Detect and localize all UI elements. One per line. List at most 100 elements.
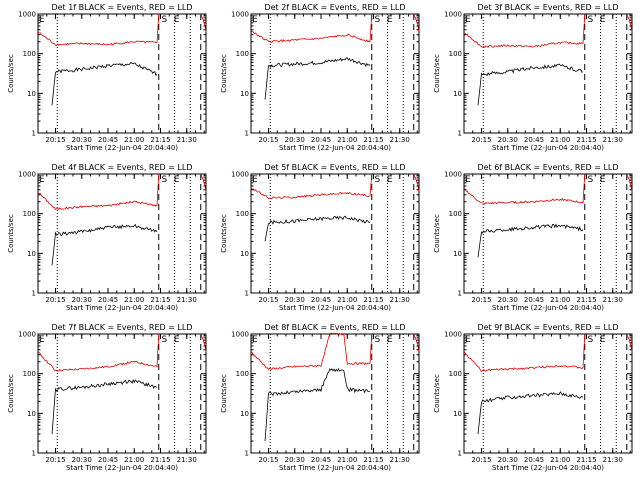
events-series-line: [264, 57, 371, 100]
x-axis-label: Start Time (22-Jun-04 20:04:40): [279, 464, 391, 472]
y-tick-label: 1000: [444, 171, 462, 179]
x-tick-label: 21:00: [337, 456, 357, 464]
plot-frame: [463, 13, 633, 134]
y-tick-label: 100: [236, 370, 249, 378]
marker-letter: E: [252, 15, 258, 25]
x-tick-label: 20:30: [285, 456, 305, 464]
y-tick-label: 10: [27, 410, 36, 418]
lld-series-line: [463, 333, 586, 373]
lld-tail-line: [626, 173, 633, 193]
y-tick-label: 10: [240, 90, 249, 98]
marker-letter: E: [252, 175, 258, 185]
lld-tail-line: [413, 173, 420, 193]
x-tick-label: 21:30: [603, 136, 623, 144]
panel-title: Det 5f BLACK = Events, RED = LLD: [264, 163, 405, 172]
lld-series-line: [463, 173, 586, 205]
x-tick-label: 21:30: [390, 296, 410, 304]
x-tick-label: 21:15: [576, 136, 596, 144]
y-tick-label: 10: [453, 410, 462, 418]
x-tick-label: 20:15: [471, 136, 491, 144]
x-tick-label: 21:00: [124, 136, 144, 144]
x-tick-label: 20:30: [498, 136, 518, 144]
events-series-line: [477, 223, 584, 258]
panel-6: Det 6f BLACK = Events, RED = LLD 1 10 100 10…: [433, 163, 633, 312]
panel-title: Det 6f BLACK = Events, RED = LLD: [477, 163, 618, 172]
y-tick-label: 1000: [231, 11, 249, 19]
x-tick-label: 20:45: [311, 456, 331, 464]
y-axis-label: Counts/sec: [433, 54, 441, 93]
x-axis-label: Start Time (22-Jun-04 20:04:40): [66, 464, 178, 472]
x-tick-label: 20:30: [285, 136, 305, 144]
marker-letter: E: [465, 175, 471, 185]
events-series-line: [51, 61, 158, 106]
x-tick-label: 21:15: [150, 296, 170, 304]
y-tick-label: 1: [245, 450, 249, 458]
x-tick-label: 21:15: [150, 136, 170, 144]
x-tick-label: 20:45: [98, 296, 118, 304]
marker-letter: E: [174, 175, 180, 185]
x-axis-label: Start Time (22-Jun-04 20:04:40): [66, 144, 178, 152]
x-axis-label: Start Time (22-Jun-04 20:04:40): [492, 304, 604, 312]
panel-title: Det 4f BLACK = Events, RED = LLD: [51, 163, 192, 172]
x-tick-label: 20:30: [498, 296, 518, 304]
y-tick-label: 100: [236, 50, 249, 58]
x-tick-label: 20:15: [258, 296, 278, 304]
plot-frame: [250, 173, 420, 294]
x-tick-label: 21:15: [363, 456, 383, 464]
x-tick-label: 20:30: [72, 296, 92, 304]
x-tick-label: 20:15: [45, 136, 65, 144]
marker-letter: E: [39, 15, 45, 25]
x-tick-label: 21:15: [576, 456, 596, 464]
marker-letter: S: [588, 15, 594, 25]
marker-letter: S: [375, 335, 381, 345]
y-tick-label: 10: [240, 250, 249, 258]
lld-tail-line: [413, 333, 420, 353]
x-tick-label: 21:00: [550, 456, 570, 464]
x-tick-label: 20:45: [524, 296, 544, 304]
events-series-line: [51, 223, 158, 266]
marker-letter: S: [162, 15, 168, 25]
y-tick-label: 1000: [18, 331, 36, 339]
x-axis-label: Start Time (22-Jun-04 20:04:40): [66, 304, 178, 312]
x-tick-label: 20:45: [311, 136, 331, 144]
marker-letter: S: [162, 175, 168, 185]
y-tick-label: 100: [23, 370, 36, 378]
y-axis-label: Counts/sec: [220, 374, 228, 413]
y-tick-label: 1: [32, 450, 36, 458]
x-tick-label: 20:15: [45, 296, 65, 304]
x-tick-label: 20:45: [311, 296, 331, 304]
y-tick-label: 100: [449, 50, 462, 58]
marker-letter: E: [387, 175, 393, 185]
panel-8: Det 8f BLACK = Events, RED = LLD 1 10 100 10…: [220, 323, 420, 472]
panel-9: Det 9f BLACK = Events, RED = LLD 1 10 100 10…: [433, 323, 633, 472]
y-tick-label: 100: [449, 210, 462, 218]
x-tick-label: 20:15: [471, 456, 491, 464]
marker-letter: E: [465, 335, 471, 345]
y-tick-label: 100: [236, 210, 249, 218]
lld-tail-line: [200, 333, 207, 353]
marker-letter: E: [465, 15, 471, 25]
lld-tail-line: [626, 333, 633, 353]
marker-letter: E: [39, 335, 45, 345]
panel-title: Det 9f BLACK = Events, RED = LLD: [477, 323, 618, 332]
y-tick-label: 1000: [444, 331, 462, 339]
y-tick-label: 100: [23, 50, 36, 58]
lld-tail-line: [200, 173, 207, 193]
y-tick-label: 1000: [18, 171, 36, 179]
y-tick-label: 10: [453, 90, 462, 98]
x-tick-label: 20:15: [45, 456, 65, 464]
y-tick-label: 10: [240, 410, 249, 418]
y-axis-label: Counts/sec: [433, 214, 441, 253]
lld-series-line: [250, 173, 373, 200]
x-tick-label: 21:00: [124, 456, 144, 464]
y-tick-label: 10: [453, 250, 462, 258]
events-series-line: [477, 391, 584, 435]
marker-letter: E: [174, 15, 180, 25]
x-tick-label: 20:45: [98, 136, 118, 144]
y-tick-label: 100: [449, 370, 462, 378]
x-tick-label: 21:15: [150, 456, 170, 464]
panel-title: Det 2f BLACK = Events, RED = LLD: [264, 3, 405, 12]
y-axis-label: Counts/sec: [7, 214, 15, 253]
panel-title: Det 7f BLACK = Events, RED = LLD: [51, 323, 192, 332]
